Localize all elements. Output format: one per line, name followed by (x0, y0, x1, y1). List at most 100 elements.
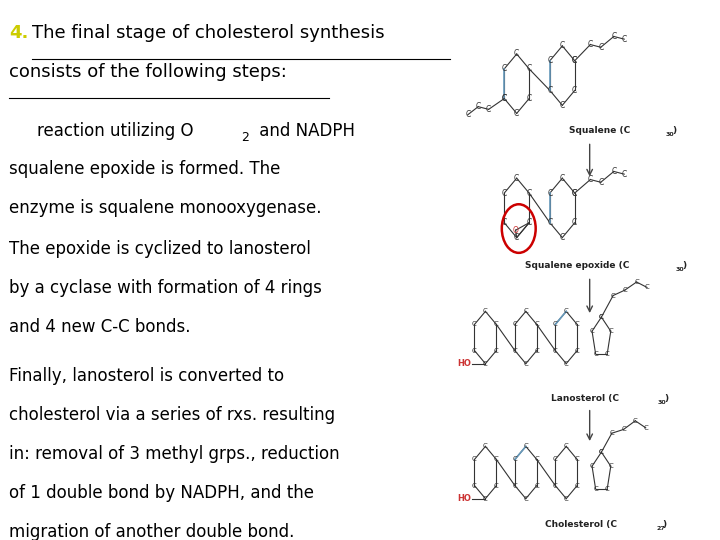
Text: C: C (564, 361, 569, 367)
Text: C: C (599, 314, 604, 320)
Text: cholesterol via a series of rxs. resulting: cholesterol via a series of rxs. resulti… (9, 406, 336, 424)
Text: C: C (623, 287, 627, 293)
Text: Finally, lanosterol is converted to: Finally, lanosterol is converted to (9, 367, 284, 385)
Text: C: C (514, 50, 519, 58)
Text: HO: HO (457, 359, 471, 368)
Text: C: C (572, 86, 577, 95)
Text: ): ) (662, 521, 667, 529)
Text: C: C (486, 105, 491, 114)
Text: C: C (572, 56, 577, 65)
Text: C: C (572, 218, 577, 227)
Text: C: C (621, 427, 626, 433)
Text: C: C (523, 443, 528, 449)
Text: enzyme is squalene monooxygenase.: enzyme is squalene monooxygenase. (9, 199, 322, 217)
Text: C: C (472, 456, 477, 462)
Text: C: C (472, 321, 477, 327)
Text: C: C (588, 175, 593, 184)
Text: C: C (611, 32, 616, 41)
Text: C: C (559, 174, 565, 183)
Text: C: C (502, 64, 507, 73)
Text: Cholesterol (C: Cholesterol (C (545, 521, 617, 529)
Text: C: C (534, 348, 539, 354)
Text: consists of the following steps:: consists of the following steps: (9, 63, 287, 81)
Text: C: C (572, 56, 577, 65)
Text: C: C (644, 285, 649, 291)
Text: C: C (609, 430, 614, 436)
Text: C: C (514, 174, 519, 183)
Text: C: C (547, 86, 552, 95)
Text: Squalene (C: Squalene (C (569, 126, 630, 135)
Text: 27: 27 (656, 526, 665, 531)
Text: C: C (502, 218, 507, 227)
Text: and 4 new C-C bonds.: and 4 new C-C bonds. (9, 318, 191, 336)
Text: C: C (494, 348, 499, 354)
Text: C: C (572, 188, 577, 198)
Text: C: C (526, 218, 532, 227)
Text: Squalene epoxide (C: Squalene epoxide (C (524, 261, 629, 270)
Text: 30: 30 (657, 400, 666, 405)
Text: C: C (575, 348, 580, 354)
Text: C: C (559, 233, 565, 242)
Text: The final stage of cholesterol synthesis: The final stage of cholesterol synthesis (32, 24, 384, 42)
Text: 30: 30 (665, 132, 674, 137)
Text: C: C (593, 351, 598, 357)
Text: 30: 30 (675, 267, 684, 272)
Text: C: C (564, 496, 569, 502)
Text: C: C (513, 483, 517, 489)
Text: HO: HO (457, 494, 471, 503)
Text: C: C (547, 188, 552, 198)
Text: C: C (472, 348, 477, 354)
Text: C: C (483, 308, 487, 314)
Text: C: C (523, 361, 528, 367)
Text: C: C (575, 483, 580, 489)
Text: C: C (599, 449, 604, 455)
Text: C: C (611, 167, 616, 176)
Text: C: C (514, 109, 519, 118)
Text: C: C (523, 308, 528, 314)
Text: C: C (605, 486, 610, 492)
Text: C: C (494, 456, 499, 462)
Text: C: C (608, 328, 613, 334)
Text: C: C (644, 425, 648, 431)
Text: C: C (513, 321, 517, 327)
Text: and NADPH: and NADPH (254, 122, 355, 139)
Text: C: C (526, 94, 532, 103)
Text: C: C (476, 102, 481, 111)
Text: C: C (575, 456, 580, 462)
Text: C: C (465, 110, 470, 119)
Text: C: C (547, 56, 552, 65)
Text: 4.: 4. (9, 24, 29, 42)
Text: C: C (483, 496, 487, 502)
Text: The epoxide is cyclized to lanosterol: The epoxide is cyclized to lanosterol (9, 240, 311, 258)
Text: C: C (523, 496, 528, 502)
Text: C: C (559, 101, 565, 110)
Text: C: C (564, 443, 569, 449)
Text: C: C (590, 328, 595, 334)
Text: C: C (621, 170, 627, 179)
Text: by a cyclase with formation of 4 rings: by a cyclase with formation of 4 rings (9, 279, 322, 297)
Text: C: C (502, 94, 507, 103)
Text: C: C (472, 483, 477, 489)
Text: C: C (559, 42, 565, 50)
Text: C: C (534, 483, 539, 489)
Text: C: C (608, 463, 613, 469)
Text: C: C (553, 348, 558, 354)
Text: migration of another double bond.: migration of another double bond. (9, 523, 294, 540)
Text: squalene epoxide is formed. The: squalene epoxide is formed. The (9, 160, 281, 178)
Text: C: C (483, 361, 487, 367)
Text: C: C (526, 64, 532, 73)
Text: C: C (502, 188, 507, 198)
Text: 2: 2 (241, 131, 249, 144)
Text: C: C (564, 308, 569, 314)
Text: C: C (593, 486, 598, 492)
Text: C: C (572, 188, 577, 198)
Text: C: C (494, 321, 499, 327)
Text: C: C (598, 43, 603, 52)
Text: C: C (513, 456, 517, 462)
Text: C: C (599, 314, 604, 320)
Text: C: C (599, 449, 604, 455)
Text: C: C (514, 233, 519, 242)
Text: C: C (553, 483, 558, 489)
Text: C: C (526, 188, 532, 198)
Text: C: C (494, 483, 499, 489)
